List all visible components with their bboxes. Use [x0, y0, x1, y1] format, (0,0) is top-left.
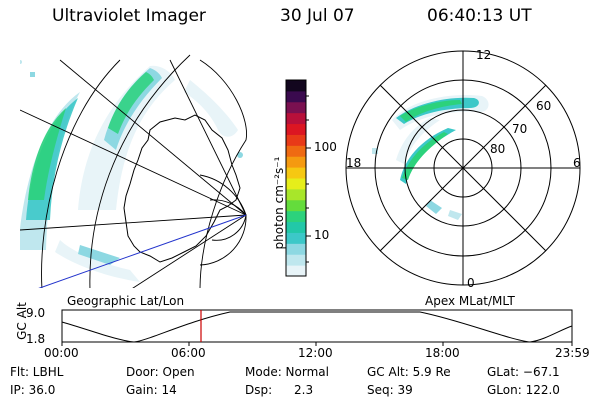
polar-lat-80: 80	[490, 142, 506, 156]
polar-lat-70: 70	[512, 122, 528, 136]
altitude-tick-min: 1.8	[26, 332, 46, 346]
apex-label: Apex MLat/MLT	[425, 294, 515, 308]
door-status: Door: Open	[126, 365, 195, 379]
gain-status: Gain: 14	[126, 383, 177, 397]
colorbar-segment	[286, 232, 306, 244]
glat-status: GLat: −67.1	[487, 365, 560, 379]
polar-lat-60: 60	[536, 99, 552, 113]
geographic-label: Geographic Lat/Lon	[67, 294, 185, 308]
polar-hour-0: 0	[467, 276, 475, 290]
time-tick-0000: 00:00	[44, 346, 79, 360]
colorbar-segment	[286, 178, 306, 190]
ip-status: IP: 36.0	[10, 383, 56, 397]
colorbar-segment	[286, 156, 306, 168]
mode-status: Mode: Normal	[245, 365, 329, 379]
filter-status: Flt: LBHL	[10, 365, 64, 379]
gc-alt-status: GC Alt: 5.9 Re	[367, 365, 451, 379]
terminator-line	[38, 214, 247, 288]
colorbar-segment	[286, 101, 306, 114]
image-date: 30 Jul 07	[280, 6, 355, 26]
colorbar-segment	[286, 112, 306, 125]
dsp-value: 2.3	[294, 383, 314, 397]
polar-plot	[345, 50, 581, 286]
colorbar-unit-label: photon cm⁻²s⁻¹	[272, 156, 286, 250]
time-tick-1200: 12:00	[298, 346, 333, 360]
colorbar-ticks	[306, 95, 311, 263]
image-title: Ultraviolet Imager	[52, 6, 206, 26]
altitude-plot	[61, 309, 573, 346]
image-time: 06:40:13 UT	[427, 6, 532, 26]
dsp-label: Dsp:	[245, 383, 273, 397]
polar-hour-6: 6	[573, 156, 581, 170]
polar-hour-18: 18	[346, 156, 362, 170]
altitude-tick-max: 9.0	[26, 306, 46, 320]
colorbar	[286, 80, 306, 277]
colorbar-segment	[286, 210, 306, 223]
time-tick-1800: 18:00	[425, 346, 460, 360]
colorbar-segment	[286, 80, 306, 92]
glon-status: GLon: 122.0	[487, 383, 560, 397]
colorbar-segment	[286, 145, 306, 157]
geo-grid	[20, 54, 248, 288]
colorbar-segment	[286, 123, 306, 135]
colorbar-segment	[286, 199, 306, 212]
colorbar-segment	[286, 221, 306, 233]
seq-status: Seq: 39	[367, 383, 413, 397]
colorbar-segment	[286, 134, 306, 146]
colorbar-segment	[286, 243, 306, 255]
altitude-curve	[61, 311, 573, 343]
polar-hour-12: 12	[476, 48, 492, 62]
colorbar-frame	[285, 79, 307, 277]
colorbar-tick-100: 100	[314, 140, 337, 154]
time-tick-2359: 23:59	[555, 346, 590, 360]
colorbar-segment	[286, 167, 306, 179]
colorbar-segment	[286, 188, 306, 201]
time-tick-0600: 06:00	[171, 346, 206, 360]
coastline	[123, 114, 241, 263]
left-corner-marks	[20, 60, 35, 77]
colorbar-tick-10: 10	[314, 228, 330, 242]
aurora-emission-left	[20, 65, 243, 282]
colorbar-segment	[286, 254, 306, 266]
colorbar-segment	[286, 90, 306, 103]
colorbar-segment	[286, 265, 306, 277]
